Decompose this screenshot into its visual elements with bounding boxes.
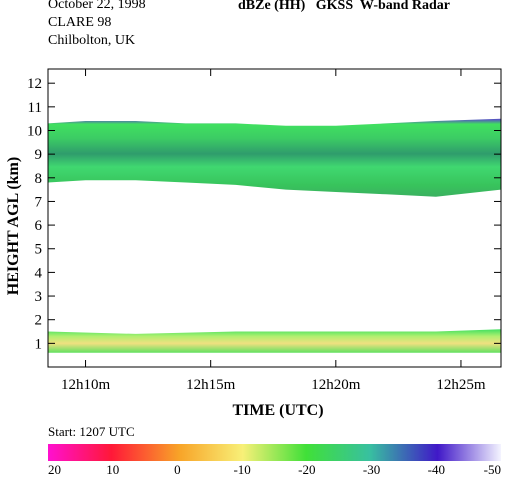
x-tick-label: 12h20m — [311, 377, 361, 393]
colorbar-tick-label: 20 — [48, 462, 61, 477]
x-tick-label: 12h25m — [436, 377, 486, 393]
x-axis-title: TIME (UTC) — [232, 402, 323, 419]
y-tick-label: 1 — [35, 336, 43, 352]
campaign-label: CLARE 98 — [48, 15, 112, 30]
colorbar-tick-label: 0 — [174, 462, 181, 477]
y-tick-label: 9 — [35, 147, 43, 163]
start-time-label: Start: 1207 UTC — [48, 424, 135, 439]
colorbar-tick-label: -50 — [483, 462, 501, 477]
y-tick-label: 10 — [27, 123, 42, 139]
y-tick-label: 12 — [27, 76, 42, 92]
colorbar — [48, 444, 501, 461]
y-tick-label: 3 — [35, 289, 43, 305]
x-tick-label: 12h10m — [61, 377, 111, 393]
x-tick-label: 12h15m — [186, 377, 236, 393]
y-tick-label: 6 — [35, 218, 43, 234]
date-label: October 22, 1998 — [48, 0, 146, 12]
y-axis-title: HEIGHT AGL (km) — [5, 157, 22, 295]
y-tick-label: 11 — [28, 100, 42, 116]
colorbar-tick-label: -30 — [362, 462, 381, 477]
plot-frame — [47, 68, 502, 368]
colorbar-tick-label: 10 — [106, 462, 120, 477]
colorbar-tick-label: -40 — [427, 462, 445, 477]
y-tick-label: 4 — [35, 265, 43, 281]
colorbar-tick-label: -20 — [298, 462, 316, 477]
lower-cloud-layer — [48, 329, 501, 353]
colorbar-tick-label: -10 — [233, 462, 251, 477]
upper-cloud-layer — [48, 118, 501, 197]
y-tick-label: 5 — [35, 242, 43, 258]
y-tick-label: 8 — [35, 171, 43, 187]
location-label: Chilbolton, UK — [48, 33, 136, 48]
chart-title: dBZe (HH) GKSS W-band Radar — [238, 0, 450, 13]
y-tick-label: 7 — [35, 194, 43, 210]
cloud-layers — [48, 118, 501, 353]
x-axis: 12h10m 12h15m 12h20m 12h25m — [61, 69, 486, 393]
y-tick-label: 2 — [35, 313, 43, 329]
